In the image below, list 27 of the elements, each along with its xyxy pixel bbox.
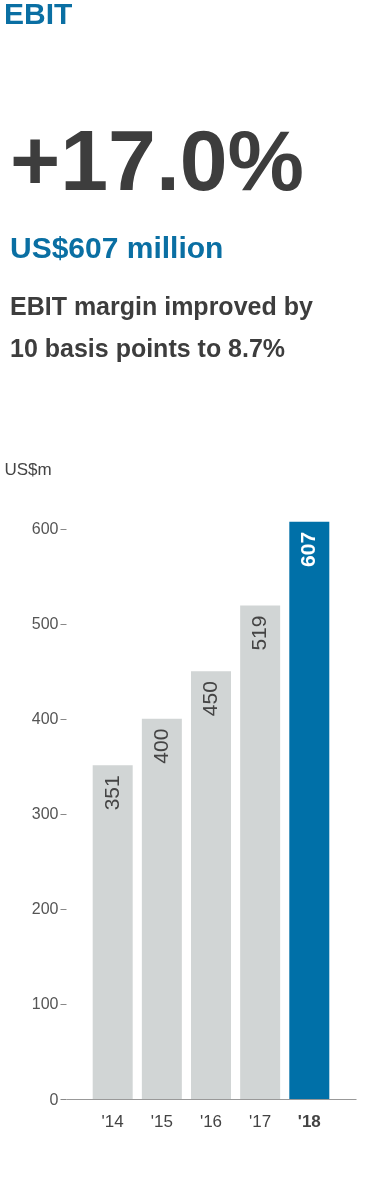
y-tick-label: 600 [31,520,59,538]
y-tick-label: 200 [31,900,59,918]
data-label: 450 [198,681,221,717]
bar [191,671,231,1099]
x-tick-label: '15 [150,1111,173,1131]
data-label: 607 [296,531,320,567]
y-tick-label: 400 [31,710,59,728]
y-tick-label: 0 [49,1090,59,1108]
data-label: 519 [247,615,271,651]
x-tick-label: '17 [249,1111,272,1131]
x-tick-label: '16 [199,1111,223,1131]
text: US$607 million [10,231,224,264]
text: +17.0% [10,112,305,208]
x-tick-label: '18 [297,1111,321,1131]
data-label: 400 [148,728,172,764]
y-tick-label: 100 [31,995,59,1013]
data-label: 351 [99,775,123,811]
bar [141,718,182,1099]
chart-title: EBIT [4,0,73,30]
y-axis-title: US$m [4,459,52,479]
bar [240,605,281,1099]
text: EBIT margin improved by 10 basis points to 8.7% [10,292,313,362]
bar [289,521,330,1099]
bar [92,765,133,1099]
x-tick-label: '14 [101,1111,124,1131]
y-tick-label: 300 [31,805,59,823]
y-tick-label: 500 [31,615,59,633]
